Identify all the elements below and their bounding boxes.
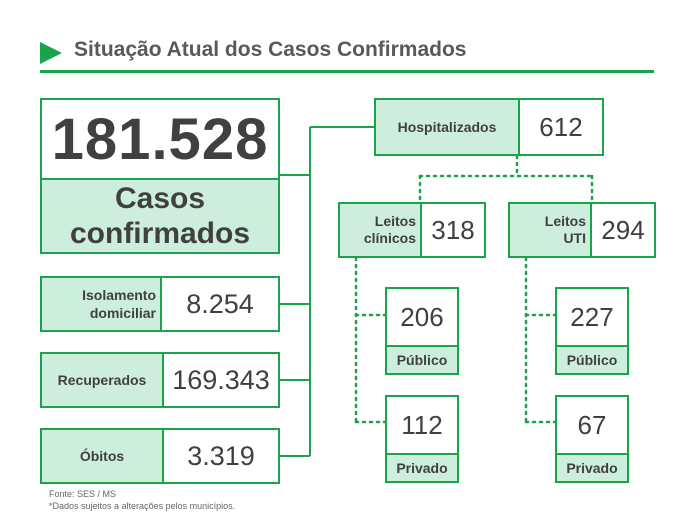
total-cases-label-line1: Casos (114, 182, 206, 215)
total-cases-label-line2: confirmados (69, 217, 251, 250)
clinicos-publico-card: 206 Público (385, 287, 459, 375)
isolamento-label: Isolamento domiciliar (42, 278, 162, 330)
uti-privado-label: Privado (557, 453, 627, 481)
leitos-uti-card: Leitos UTI 294 (508, 202, 656, 258)
leitos-clinicos-label: Leitos clínicos (340, 204, 422, 256)
leitos-clinicos-label-line1: Leitos (374, 213, 416, 229)
clinicos-publico-label: Público (387, 345, 457, 373)
total-cases-label: Casos confirmados (42, 178, 278, 252)
obitos-card: Óbitos 3.319 (40, 428, 280, 484)
uti-publico-card: 227 Público (555, 287, 629, 375)
hospitalizados-card: Hospitalizados 612 (374, 98, 604, 156)
leitos-uti-label: Leitos UTI (510, 204, 592, 256)
leitos-uti-label-line1: Leitos (544, 213, 586, 229)
leitos-clinicos-card: Leitos clínicos 318 (338, 202, 486, 258)
hospitalizados-label: Hospitalizados (376, 100, 520, 154)
leitos-uti-value: 294 (601, 214, 645, 245)
leitos-clinicos-label-line2: clínicos (363, 230, 416, 246)
footer-source: Fonte: SES / MS (49, 489, 117, 499)
isolamento-value: 8.254 (186, 288, 254, 319)
page-title: Situação Atual dos Casos Confirmados (74, 38, 467, 61)
recuperados-card: Recuperados 169.343 (40, 352, 280, 408)
uti-privado-card: 67 Privado (555, 395, 629, 483)
leitos-uti-label-line2: UTI (563, 230, 586, 246)
recuperados-label: Recuperados (42, 354, 164, 406)
isolamento-label-line1: Isolamento (82, 287, 156, 303)
clinicos-privado-card: 112 Privado (385, 395, 459, 483)
hospitalizados-value: 612 (539, 111, 583, 142)
footer-note: *Dados sujeitos a alterações pelos munic… (49, 501, 236, 511)
clinicos-privado-label: Privado (387, 453, 457, 481)
leitos-clinicos-value: 318 (431, 214, 475, 245)
obitos-label: Óbitos (42, 430, 164, 482)
isolamento-label-line2: domiciliar (89, 305, 156, 321)
total-cases-value: 181.528 (51, 106, 269, 172)
header-arrow-icon (40, 42, 62, 64)
obitos-value: 3.319 (187, 440, 255, 471)
clinicos-publico-value: 206 (400, 301, 444, 332)
clinicos-privado-value: 112 (401, 409, 443, 440)
title-underline (40, 70, 654, 73)
total-cases-card: 181.528 Casos confirmados (40, 98, 280, 254)
isolamento-card: Isolamento domiciliar 8.254 (40, 276, 280, 332)
uti-publico-value: 227 (570, 301, 614, 332)
uti-privado-value: 67 (577, 409, 607, 440)
recuperados-value: 169.343 (172, 364, 270, 395)
uti-publico-label: Público (557, 345, 627, 373)
